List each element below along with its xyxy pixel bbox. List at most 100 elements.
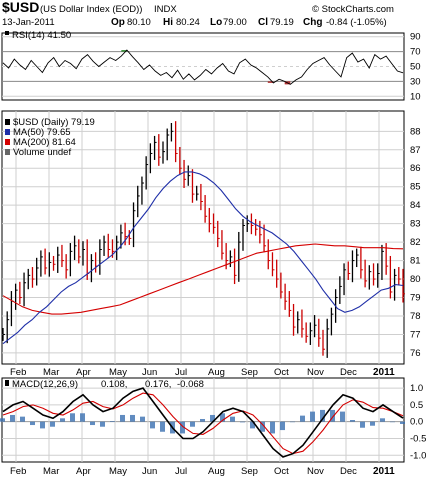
macd-histogram-bar [20,416,25,422]
macd-histogram-bar [110,421,115,422]
price-legend-swatch [5,139,10,145]
macd-histogram-bar [120,414,125,422]
rsi-tick-label: 70 [410,47,421,58]
x-axis-label: Aug [208,367,225,378]
low-value: 79.00 [223,17,247,28]
macd-histogram-bar [350,420,355,422]
rsi-tick-label: 10 [410,91,421,102]
macd-histogram-bar [370,421,375,426]
rsi-tick-label: 90 [410,32,421,43]
macd-tick-label: -1.0 [410,450,426,461]
price-legend-item: Volume undef [13,147,71,158]
macd-histogram-bar [190,421,195,427]
macd-tick-label: 1.0 [410,383,423,394]
top-x-axis: Feb Mar Apr May Jun Jul Aug Sep Oct Nov Dec 2011 [10,367,395,378]
rsi-overbought-fill [121,50,127,52]
macd-histogram-bar [200,418,205,422]
x-axis-label: Apr [76,367,91,378]
x-axis-label: Sep [241,466,258,477]
macd-histogram-bar [340,411,345,422]
price-tick-label: 76 [410,348,421,359]
macd-histogram-bar [400,421,405,424]
price-tick-label: 81 [410,256,421,267]
price-legend-swatch [5,149,10,155]
x-axis-label: Mar [43,367,59,378]
macd-line [2,387,404,458]
macd-histogram-bar [280,421,285,431]
high-value: 80.24 [176,17,200,28]
macd-histogram-bar [180,421,185,434]
macd-histogram-bar [330,409,335,422]
x-axis-label: Nov [307,466,324,477]
price-legend-item: MA(200) 81.64 [13,137,76,148]
rsi-oversold-fill [267,81,274,83]
price-frame [1,110,405,365]
x-axis-label: May [109,466,127,477]
price-legend-swatch [5,129,10,135]
macd-histogram-bar [320,409,325,422]
price-tick-label: 79 [410,293,421,304]
macd-histogram-bar [100,421,105,427]
change-value: -0.84 (-1.05%) [326,17,387,28]
price-tick-label: 86 [410,163,421,174]
x-axis-label: Dec [340,466,357,477]
price-tick-label: 77 [410,329,421,340]
price-tick-label: 85 [410,182,421,193]
rsi-line [2,49,404,85]
price-tick-label: 84 [410,200,421,211]
close-value: 79.19 [270,17,294,28]
ma50-line [2,171,404,345]
macd-panel: 1.0 0.5 0.0 -0.5 -1.0 MACD(12,26,9) 0.108, 0.17… [0,377,426,463]
macd-tick-label: 0.5 [410,400,423,411]
x-axis-label: Aug [208,466,225,477]
macd-histogram-bar [260,421,265,432]
x-axis-label: Nov [307,367,324,378]
macd-histogram-bar [0,418,5,422]
macd-histogram-bar [390,421,395,423]
macd-histogram-bar [250,421,255,429]
macd-histogram-bar [10,414,15,422]
instrument-name: (US Dollar Index (EOD)) [40,4,142,15]
macd-histogram-bar [60,418,65,422]
macd-histogram-bar [310,411,315,422]
macd-tick-label: 0.0 [410,417,423,428]
rsi-panel: 90 70 50 30 10 RSI(14) 41.50 [1,30,421,102]
price-panel: 88 87 86 85 84 83 82 81 80 79 78 77 76 $USD (Daily) 7… [1,110,421,365]
macd-histogram-bar [70,413,75,422]
macd-histogram-bar [130,414,135,422]
macd-legend-histogram: -0.068 [177,379,204,390]
quote-values: Op 80.10 Hi 80.24 Lo 79.00 Cl 79.19 Chg … [111,17,387,28]
rsi-legend: RSI(14) 41.50 [12,30,71,41]
change-label: Chg [303,17,322,28]
ticker-symbol: $USD [2,0,39,15]
price-tick-label: 83 [410,219,421,230]
price-legend-swatch [5,119,10,125]
x-axis-label: Jul [175,367,187,378]
x-axis-label: Jul [175,466,187,477]
macd-histogram-bar [210,414,215,422]
macd-legend-signal: 0.176, [145,379,171,390]
macd-histogram-bar [300,415,305,422]
low-label: Lo [210,17,222,28]
exchange-label: INDX [154,4,177,15]
price-legend-item: MA(50) 79.65 [13,127,71,138]
price-tick-label: 82 [410,237,421,248]
macd-histogram-bar [240,421,245,423]
rsi-tick-label: 50 [410,62,421,73]
price-tick-label: 78 [410,311,421,322]
close-label: Cl [258,17,268,28]
macd-tick-label: -0.5 [410,433,426,444]
macd-legend-swatch [5,380,9,386]
macd-histogram-bar [40,421,45,429]
macd-histogram-bar [50,421,55,427]
macd-histogram-bar [80,413,85,422]
high-label: Hi [163,17,173,28]
x-axis-label: Jun [142,367,157,378]
macd-histogram-bar [30,421,35,426]
x-axis-label: May [109,367,127,378]
x-axis-label: Oct [274,466,289,477]
macd-signal-line [2,392,404,455]
open-label: Op [111,17,125,28]
price-tick-label: 88 [410,126,421,137]
